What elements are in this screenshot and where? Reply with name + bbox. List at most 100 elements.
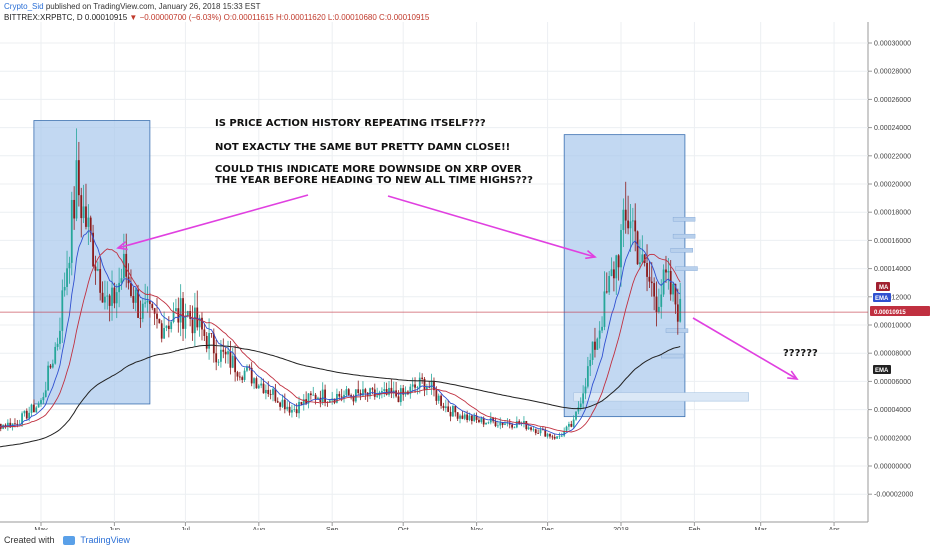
candle-body [201,317,203,330]
candle-body [347,389,350,396]
candle-body [527,427,530,430]
x-tick-label: Dec [541,527,554,530]
candle-body [447,406,450,412]
candle-body [336,393,338,403]
candle-body [601,326,603,331]
x-tick-label: Aug [253,527,266,530]
ema-black-badge: EMA [873,365,891,374]
y-tick-label: 0.00024000 [874,125,911,132]
candle-body [42,396,45,401]
candle-body [137,289,139,318]
price-chart[interactable]: 0.00030000 0.00028000 0.00026000 0.00024000… [0,0,932,530]
candle-body [411,384,414,387]
candle-body [563,430,566,436]
candle-body [496,425,499,427]
candle-body [264,389,267,394]
candle-body [80,195,83,219]
candle-body [454,405,457,413]
candle-body [238,376,241,378]
published-text: published on TradingView.com, January 26… [45,2,261,11]
candle-body [54,346,57,364]
candle-body [343,394,345,398]
candle-body [466,414,469,420]
candle-body [286,406,289,410]
support-zone [573,392,749,402]
candle-body [676,304,679,322]
candle-body [113,287,116,304]
candle-body [634,220,637,232]
candle-body [30,404,33,413]
candle-body [77,160,80,196]
candle-body [28,412,31,419]
candle-body [158,318,161,324]
candle-body [49,365,52,368]
change-value: ▼ −0.00000700 (−6.03%) [129,13,222,22]
candle-body [615,255,618,279]
candle-body [383,389,386,392]
candle-body [660,294,663,307]
ema-blue-line [0,230,681,436]
candle-body [473,415,476,422]
candle-body [108,295,111,306]
chart-header-quote: BITTREX:XRPBTC, D 0.00010915 ▼ −0.000007… [4,13,429,22]
candle-body [425,386,428,390]
candle-body [300,401,303,405]
candle-body [591,341,594,360]
y-tick-label: 0.00020000 [874,182,911,189]
candle-body [468,415,471,420]
candle-body [184,315,187,329]
candle-body [288,406,291,413]
symbol-label: BITTREX:XRPBTC, D [4,13,83,22]
candle-body [584,386,587,394]
y-tick-label: -0.00002000 [874,492,913,499]
candle-body [558,435,561,437]
candle-body [177,308,180,323]
candle-body [553,436,556,439]
candle-body [317,397,319,400]
candle-body [575,411,577,420]
chart-header-publisher: Crypto_Sid published on TradingView.com,… [4,2,260,11]
y-axis-ticks: 0.00030000 0.00028000 0.00026000 0.00024000… [868,41,913,499]
svg-text:EMA: EMA [875,296,889,302]
candle-body [32,404,35,413]
candle-body [14,423,16,425]
candle-body [478,419,480,423]
svg-text:EMA: EMA [875,368,889,374]
candle-body [390,387,393,394]
candle-body [532,429,535,431]
candle-body [362,389,364,396]
candle-body [482,417,485,425]
candle-body [224,351,227,355]
candle-body [385,389,388,395]
candle-body [37,403,40,408]
candle-body [144,302,147,304]
candle-body [68,262,71,269]
candle-body [25,410,28,419]
candle-body [648,276,651,282]
candle-body [402,388,405,395]
candle-body [539,429,542,434]
candle-body [596,338,599,350]
candle-body [513,427,516,429]
author-link[interactable]: Crypto_Sid [4,2,44,11]
candle-body [250,367,253,384]
candle-body [231,355,234,368]
candle-body [549,433,551,437]
highlight-zone [563,134,686,418]
candle-body [667,270,670,273]
candle-body [165,325,168,329]
x-tick-label: Feb [688,527,700,530]
candle-body [359,392,362,396]
candle-body [622,209,625,231]
candle-body [480,417,483,423]
annotation-line-1: IS PRICE ACTION HISTORY REPEATING ITSELF… [215,118,486,129]
candle-body [253,378,255,384]
tradingview-link[interactable]: TradingView [80,535,130,545]
candle-body [487,422,490,424]
candle-body [220,349,222,362]
candle-body [267,389,270,394]
x-tick-label: Mar [755,527,768,530]
candle-body [92,232,94,267]
candle-body [612,269,615,279]
candle-body [444,406,447,409]
